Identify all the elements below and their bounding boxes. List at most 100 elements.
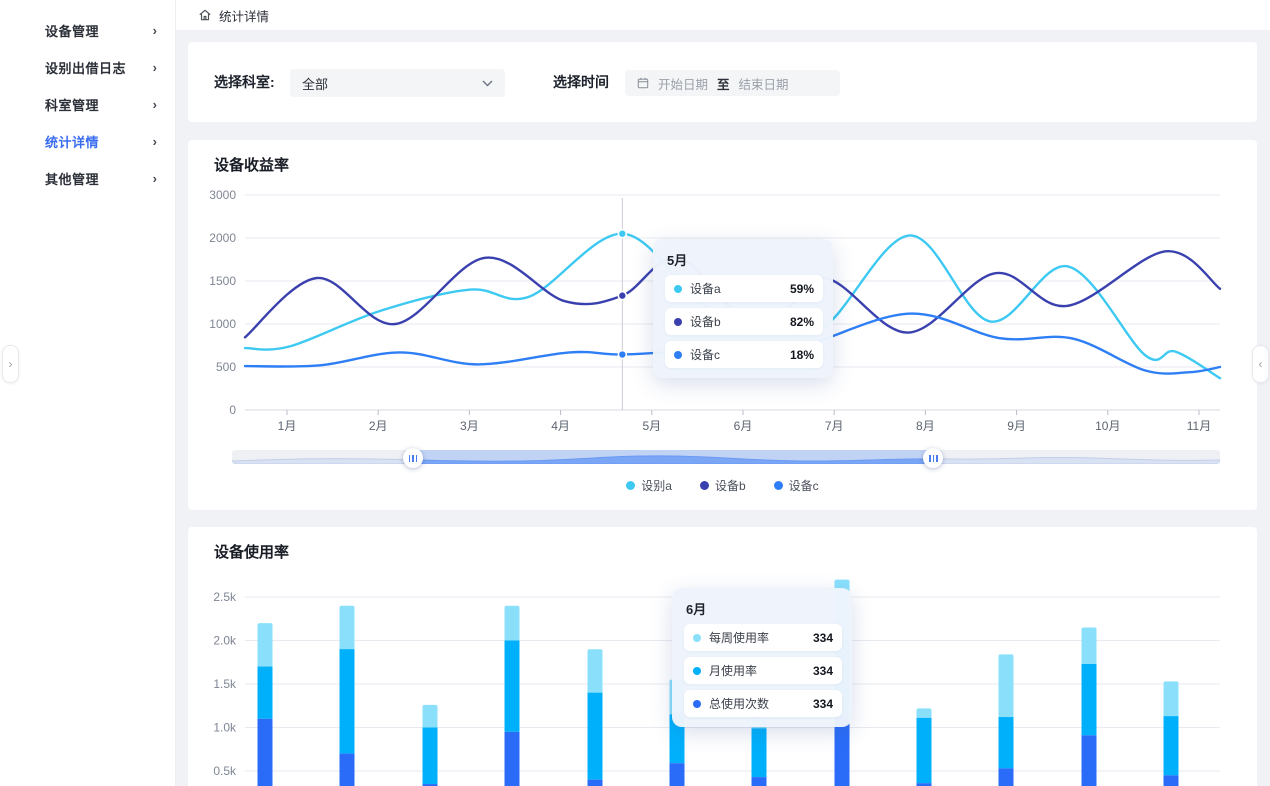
tooltip-series-label: 设备a (690, 282, 721, 296)
left-collapse-button[interactable]: › (2, 345, 19, 383)
datazoom-slider[interactable] (232, 448, 1220, 468)
start-date-input[interactable]: 开始日期 (658, 77, 709, 92)
tooltip-series-value: 82% (789, 314, 814, 329)
tooltip-series-label: 总使用次数 (709, 697, 770, 711)
bar-segment-week (422, 704, 438, 731)
legend-item[interactable]: 设别a (626, 477, 672, 494)
datazoom-right-handle[interactable] (923, 448, 944, 468)
y-axis-label: 3000 (209, 188, 236, 202)
bar-segment-total (751, 777, 767, 786)
sidebar-item-2[interactable]: 设别出借日志 › (0, 49, 175, 86)
date-range-picker[interactable]: 开始日期 至 结束日期 (625, 70, 840, 96)
pointer-dot-icon (617, 349, 628, 360)
right-collapse-button[interactable]: ‹ (1252, 345, 1269, 383)
bar-segment-week (998, 654, 1014, 721)
filter-card: 选择科室: 全部 选择时间 开始日期 至 结束日期 (188, 42, 1257, 122)
legend-item[interactable]: 设备b (699, 477, 746, 494)
tooltip-row: 月使用率 334 (684, 657, 842, 684)
x-axis-label: 10月 (1095, 419, 1120, 433)
chevron-down-icon (482, 80, 493, 87)
breadcrumb: 统计详情 (219, 9, 270, 24)
usage-chart-title: 设备使用率 (214, 544, 290, 561)
x-axis-label: 1月 (278, 419, 297, 433)
x-axis-label: 9月 (1007, 419, 1026, 433)
revenue-chart-title: 设备收益率 (214, 157, 290, 174)
calendar-icon (637, 77, 649, 89)
tooltip-row: 设备b 82% (665, 308, 823, 335)
revenue-chart-card: 设备收益率 3000 2000 1500 1000 500 0 1月 2月 3月 4月 5月 6月 7月… (188, 140, 1257, 510)
department-filter-label: 选择科室: (214, 74, 275, 90)
tooltip-series-value: 18% (789, 347, 814, 362)
stacked-bar[interactable] (257, 623, 273, 786)
bar-segment-month (998, 717, 1014, 769)
department-select[interactable]: 全部 (290, 69, 505, 97)
tooltip-row: 总使用次数 334 (684, 690, 842, 717)
tooltip-series-label: 设备c (690, 348, 721, 362)
stacked-bar[interactable] (422, 704, 438, 786)
stacked-bar[interactable] (504, 605, 520, 786)
tooltip-series-value: 59% (789, 281, 814, 296)
bar-segment-month (257, 666, 273, 719)
bar-segment-week (1081, 627, 1097, 667)
tooltip-row: 设备a 59% (665, 275, 823, 302)
time-filter-label: 选择时间 (553, 74, 609, 90)
tooltip-series-label: 每周使用率 (709, 631, 770, 645)
chevron-left-icon: ‹ (1258, 357, 1263, 371)
datazoom-selected-range[interactable] (412, 450, 934, 464)
x-axis-label: 2月 (369, 419, 388, 433)
sidebar-item-label: 科室管理 (45, 98, 100, 113)
legend-label: 设备b (714, 479, 746, 493)
sidebar-item-label: 设备管理 (45, 24, 100, 39)
bar-segment-total (1163, 775, 1179, 786)
chevron-right-icon: › (152, 134, 157, 149)
bar-segment-total (422, 784, 438, 786)
bar-segment-week (587, 649, 603, 696)
stacked-bar[interactable] (916, 708, 932, 786)
stacked-bar[interactable] (1081, 627, 1097, 786)
y-axis-label: 0.5k (213, 764, 237, 778)
sidebar-item-label: 统计详情 (45, 135, 100, 150)
x-axis-label: 4月 (551, 419, 570, 433)
bar-segment-month (339, 649, 355, 754)
y-axis-label: 2.0k (213, 634, 237, 648)
series-dot-icon (693, 699, 701, 708)
bar-chart-tooltip: 6月 每周使用率 334 月使用率 334 总使用次数 334 (672, 588, 852, 727)
chevron-right-icon: › (152, 23, 157, 38)
end-date-input[interactable]: 结束日期 (738, 77, 789, 92)
usage-chart-card: 设备使用率 2.5k 2.0k 1.5k 1.0k 0.5k 6月 每周使用率 334 月使用… (188, 527, 1257, 786)
y-axis-label: 1.5k (213, 677, 237, 691)
y-axis-label: 2.5k (213, 590, 237, 604)
department-select-value: 全部 (302, 76, 329, 92)
y-axis-label: 500 (216, 360, 236, 374)
chevron-right-icon: › (152, 171, 157, 186)
bar-segment-month (751, 728, 767, 778)
series-dot-icon (674, 284, 682, 293)
bar-segment-total (834, 717, 850, 786)
series-dot-icon (693, 633, 701, 642)
stacked-bar[interactable] (587, 649, 603, 786)
bar-segment-month (1163, 716, 1179, 776)
stacked-bar[interactable] (998, 654, 1014, 786)
x-axis-label: 7月 (825, 419, 844, 433)
legend-item[interactable]: 设备c (773, 477, 819, 494)
bar-segment-total (1081, 735, 1097, 786)
x-axis-label: 3月 (460, 419, 479, 433)
usage-bar-chart: 2.5k 2.0k 1.5k 1.0k 0.5k (213, 579, 1220, 786)
y-axis-label: 1500 (209, 274, 236, 288)
stacked-bar[interactable] (1163, 681, 1179, 786)
sidebar-item-4[interactable]: 统计详情 › (0, 123, 175, 160)
tooltip-series-value: 334 (812, 663, 833, 678)
datazoom-left-handle[interactable] (402, 448, 423, 468)
series-dot-icon (674, 317, 682, 326)
sidebar-item-3[interactable]: 科室管理 › (0, 86, 175, 123)
bar-segment-total (669, 763, 685, 786)
x-axis-label: 5月 (642, 419, 661, 433)
x-axis-label: 11月 (1187, 419, 1211, 433)
legend-dot-icon (699, 481, 709, 490)
stacked-bar[interactable] (339, 605, 355, 786)
bar-segment-week (504, 605, 520, 644)
sidebar-item-1[interactable]: 设备管理 › (0, 12, 175, 49)
sidebar-item-5[interactable]: 其他管理 › (0, 160, 175, 197)
bar-segment-week (1163, 681, 1179, 720)
